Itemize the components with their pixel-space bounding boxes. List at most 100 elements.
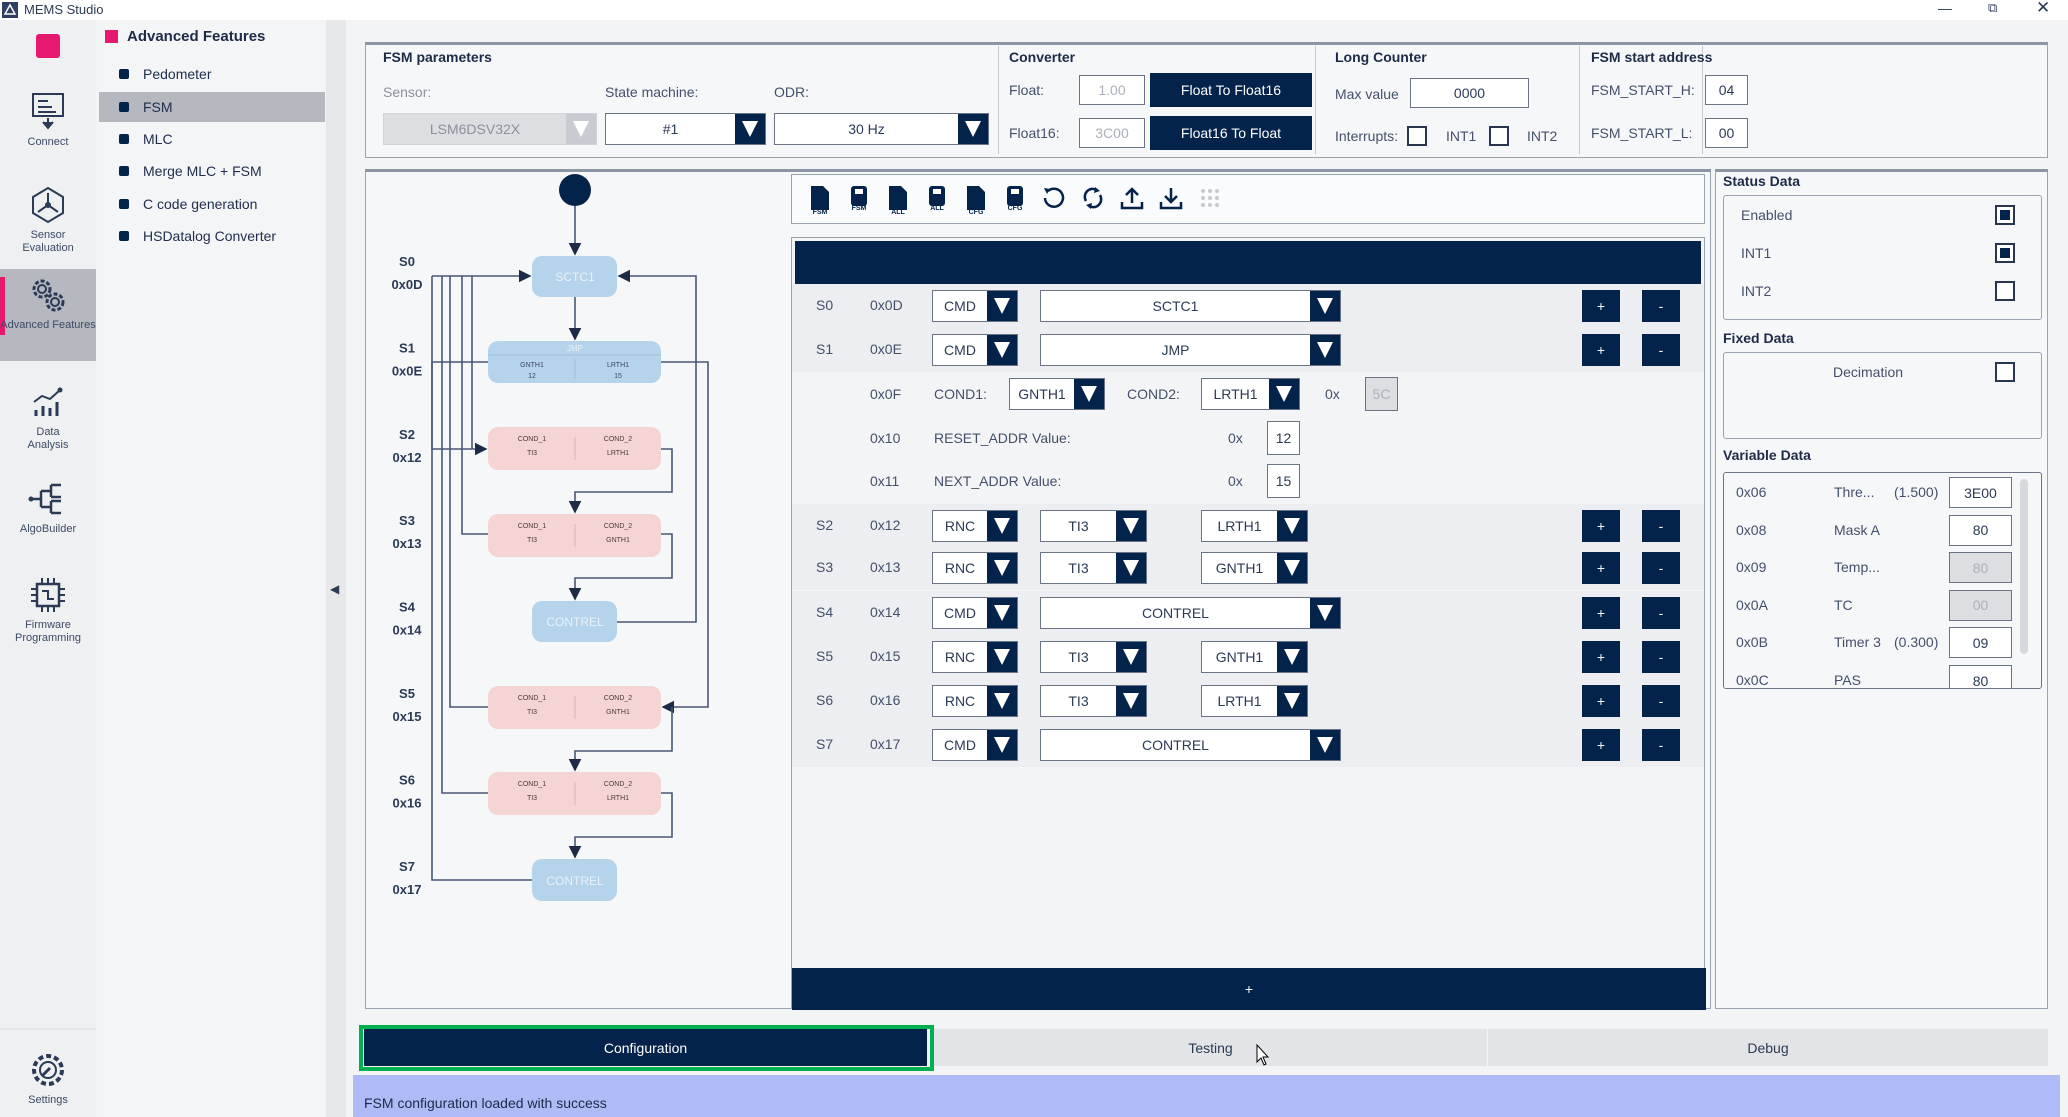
remove-row-button[interactable]: -: [1642, 729, 1680, 761]
add-state-button[interactable]: +: [792, 968, 1706, 1010]
condition1-select[interactable]: TI3: [1040, 552, 1147, 584]
int2-checkbox[interactable]: [1489, 126, 1509, 146]
tab-configuration[interactable]: Configuration: [364, 1029, 927, 1066]
jmp-cond1-select[interactable]: GNTH1: [1009, 378, 1105, 410]
rail-item-firmware-programming[interactable]: Firmware Programming: [0, 575, 96, 645]
remove-row-button[interactable]: -: [1642, 552, 1680, 584]
condition2-select[interactable]: GNTH1: [1201, 552, 1308, 584]
state-machine-select[interactable]: #1: [605, 113, 766, 145]
command-select[interactable]: CONTREL: [1040, 729, 1341, 761]
variable-value-input[interactable]: 80: [1949, 665, 2012, 688]
add-row-button[interactable]: +: [1582, 552, 1620, 584]
upload-icon[interactable]: [1116, 185, 1148, 219]
state-node-s6[interactable]: COND_1 TI3 COND_2 LRTH1: [488, 772, 661, 815]
add-row-button[interactable]: +: [1582, 729, 1620, 761]
reset-addr-input[interactable]: 12: [1267, 421, 1300, 455]
rail-item-algobuilder[interactable]: AlgoBuilder: [0, 479, 96, 536]
remove-row-button[interactable]: -: [1642, 641, 1680, 673]
state-node-s0[interactable]: SCTC1: [532, 256, 617, 297]
sync-icon[interactable]: [1077, 185, 1109, 219]
add-row-button[interactable]: +: [1582, 510, 1620, 542]
file-save-icon[interactable]: FSM: [843, 185, 875, 219]
status-enabled-checkbox[interactable]: [1995, 205, 2015, 225]
instruction-type-select[interactable]: RNC: [932, 685, 1018, 717]
int1-checkbox[interactable]: [1407, 126, 1427, 146]
state-node-s4[interactable]: CONTREL: [532, 601, 617, 642]
rail-item-sensor-evaluation[interactable]: Sensor Evaluation: [0, 185, 96, 255]
status-int1-checkbox[interactable]: [1995, 243, 2015, 263]
instruction-type-select[interactable]: RNC: [932, 641, 1018, 673]
state-node-s1[interactable]: JMP GNTH1 12 LRTH1 15: [488, 341, 661, 383]
menu-item-pedometer[interactable]: Pedometer: [99, 59, 325, 89]
reset-icon[interactable]: [1038, 185, 1070, 219]
float-input[interactable]: 1.00: [1079, 75, 1145, 105]
state-node-s3[interactable]: COND_1 TI3 COND_2 GNTH1: [488, 514, 661, 557]
state-node-s5[interactable]: COND_1 TI3 COND_2 GNTH1: [488, 686, 661, 729]
next-addr-input[interactable]: 15: [1267, 464, 1300, 498]
add-row-button[interactable]: +: [1582, 597, 1620, 629]
add-row-button[interactable]: +: [1582, 334, 1620, 366]
minimize-button[interactable]: —: [1938, 0, 1952, 16]
command-select[interactable]: CONTREL: [1040, 597, 1341, 629]
instruction-type-select[interactable]: CMD: [932, 334, 1018, 366]
variable-value-input[interactable]: 3E00: [1949, 477, 2012, 508]
condition2-select[interactable]: GNTH1: [1201, 641, 1308, 673]
odr-select[interactable]: 30 Hz: [774, 113, 989, 145]
float16-input[interactable]: 3C00: [1079, 118, 1145, 148]
decimation-checkbox[interactable]: [1995, 362, 2015, 382]
grid-icon[interactable]: [1194, 185, 1226, 219]
variable-value-input[interactable]: 80: [1949, 514, 2012, 546]
max-value-input[interactable]: 0000: [1410, 78, 1529, 108]
remove-row-button[interactable]: -: [1642, 597, 1680, 629]
menu-item-c-code-generation[interactable]: C code generation: [99, 189, 325, 219]
remove-row-button[interactable]: -: [1642, 510, 1680, 542]
menu-item-hsdatalog-converter[interactable]: HSDatalog Converter: [99, 221, 325, 251]
condition1-select[interactable]: TI3: [1040, 510, 1147, 542]
variable-value-input[interactable]: 09: [1949, 627, 2012, 659]
remove-row-button[interactable]: -: [1642, 290, 1680, 322]
condition1-select[interactable]: TI3: [1040, 685, 1147, 717]
fsm-start-h-input[interactable]: 04: [1705, 75, 1748, 105]
add-row-button[interactable]: +: [1582, 685, 1620, 717]
restore-button[interactable]: ⧉: [1988, 0, 1998, 15]
menu-item-merge-mlc-fsm[interactable]: Merge MLC + FSM: [99, 156, 325, 186]
collapse-arrow-icon[interactable]: ◀: [330, 582, 340, 596]
file-load-icon[interactable]: CFG: [960, 185, 992, 219]
menu-item-fsm[interactable]: FSM: [99, 92, 325, 122]
file-save-icon[interactable]: CFG: [999, 185, 1031, 219]
remove-row-button[interactable]: -: [1642, 334, 1680, 366]
instruction-type-select[interactable]: CMD: [932, 597, 1018, 629]
file-load-icon[interactable]: ALL: [882, 185, 914, 219]
instruction-type-select[interactable]: RNC: [932, 510, 1018, 542]
sensor-select[interactable]: LSM6DSV32X: [383, 113, 597, 145]
instruction-type-select[interactable]: CMD: [932, 729, 1018, 761]
fsm-start-l-input[interactable]: 00: [1705, 118, 1748, 148]
jmp-cond2-select[interactable]: LRTH1: [1201, 378, 1300, 410]
rail-item-connect[interactable]: Connect: [0, 92, 96, 149]
status-int2-checkbox[interactable]: [1995, 281, 2015, 301]
mask-input[interactable]: 5C: [1365, 377, 1398, 411]
command-select[interactable]: JMP: [1040, 334, 1341, 366]
download-icon[interactable]: [1155, 185, 1187, 219]
add-row-button[interactable]: +: [1582, 641, 1620, 673]
rail-item-data-analysis[interactable]: Data Analysis: [0, 386, 96, 452]
file-save-icon[interactable]: ALL: [921, 185, 953, 219]
condition2-select[interactable]: LRTH1: [1201, 685, 1308, 717]
condition1-select[interactable]: TI3: [1040, 641, 1147, 673]
rail-item-settings[interactable]: Settings: [0, 1050, 96, 1107]
close-button[interactable]: ✕: [2036, 0, 2051, 17]
float16-to-float-button[interactable]: Float16 To Float: [1150, 116, 1312, 150]
panel-splitter[interactable]: ◀: [326, 20, 346, 1117]
tab-testing[interactable]: Testing: [934, 1029, 1487, 1066]
remove-row-button[interactable]: -: [1642, 685, 1680, 717]
file-load-icon[interactable]: FSM: [804, 185, 836, 219]
add-row-button[interactable]: +: [1582, 290, 1620, 322]
condition2-select[interactable]: LRTH1: [1201, 510, 1308, 542]
tab-debug[interactable]: Debug: [1487, 1029, 2048, 1066]
instruction-type-select[interactable]: CMD: [932, 290, 1018, 322]
menu-item-mlc[interactable]: MLC: [99, 124, 325, 154]
state-node-s7[interactable]: CONTREL: [532, 859, 617, 901]
rail-item-advanced-features[interactable]: Advanced Features: [0, 269, 96, 361]
instruction-type-select[interactable]: RNC: [932, 552, 1018, 584]
command-select[interactable]: SCTC1: [1040, 290, 1341, 322]
